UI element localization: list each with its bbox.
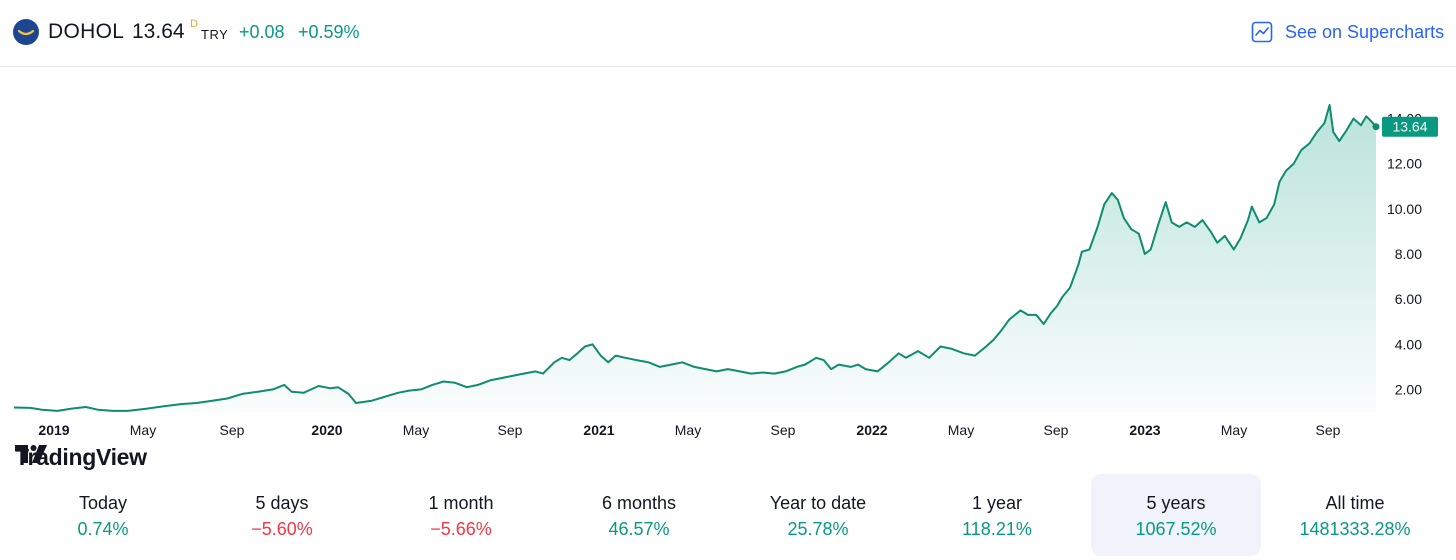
price-line [13, 104, 1377, 412]
period-6-months[interactable]: 6 months 46.57% [554, 474, 724, 556]
chart-line-icon [1251, 21, 1273, 43]
period-label: Today [78, 493, 128, 513]
period-all-time[interactable]: All time 1481333.28% [1270, 474, 1440, 556]
x-tick-label: May [1221, 422, 1247, 438]
x-tick-label: May [948, 422, 974, 438]
x-tick-label: May [675, 422, 701, 438]
x-tick-label: Sep [498, 422, 523, 438]
period-year-to-date[interactable]: Year to date 25.78% [733, 474, 903, 556]
period-label: 6 months [601, 493, 677, 513]
x-tick-label: May [130, 422, 156, 438]
last-price-marker: 13.64 [1382, 116, 1438, 137]
price-flag: D [190, 18, 198, 30]
y-tick-label: 6.00 [1395, 291, 1422, 307]
period-change-value: 46.57% [608, 519, 670, 539]
period-label: 5 years [1146, 493, 1206, 513]
y-tick-label: 2.00 [1395, 381, 1422, 397]
period-change-value: 0.74% [77, 519, 129, 539]
last-price-axis-label: 13.64 [1392, 119, 1427, 135]
y-tick-label: 4.00 [1395, 336, 1422, 352]
period-1-month[interactable]: 1 month −5.66% [376, 474, 546, 556]
x-tick-label: 2019 [38, 422, 69, 438]
x-tick-label: 2022 [856, 422, 887, 438]
period-change-value: −5.66% [430, 519, 492, 539]
x-tick-label: 2021 [583, 422, 614, 438]
period-label: 1 year [971, 493, 1023, 513]
see-on-supercharts-link[interactable]: See on Supercharts [1251, 20, 1444, 44]
last-price-dot [1372, 123, 1380, 131]
currency-label: TRY [201, 27, 229, 42]
period-label: 1 month [428, 493, 494, 513]
x-tick-label: Sep [220, 422, 245, 438]
x-tick-label: Sep [1044, 422, 1069, 438]
y-tick-label: 12.00 [1387, 156, 1422, 172]
period-5-years[interactable]: 5 years 1067.52% [1091, 474, 1261, 556]
period-change-value: 1481333.28% [1299, 519, 1411, 539]
y-tick-label: 8.00 [1395, 246, 1422, 262]
period-1-year[interactable]: 1 year 118.21% [912, 474, 1082, 556]
tradingview-logo-icon [15, 445, 47, 463]
period-label: All time [1325, 493, 1385, 513]
period-today[interactable]: Today 0.74% [18, 474, 188, 556]
period-change-value: 1067.52% [1135, 519, 1217, 539]
x-axis: 2019 May Sep 2020 May Sep 2021 May Sep 2022 May Sep… [38, 422, 1340, 438]
period-5-days[interactable]: 5 days −5.60% [197, 474, 367, 556]
tradingview-watermark[interactable]: TradingView [15, 444, 147, 471]
change-absolute: +0.08 [239, 22, 285, 42]
x-tick-label: May [403, 422, 429, 438]
x-tick-label: Sep [771, 422, 796, 438]
period-label: Year to date [769, 493, 867, 513]
price-area [14, 105, 1376, 412]
x-tick-label: 2023 [1129, 422, 1160, 438]
x-tick-label: Sep [1316, 422, 1341, 438]
company-logo-icon [13, 19, 39, 45]
period-change-value: 118.21% [962, 519, 1032, 539]
x-tick-label: 2020 [311, 422, 342, 438]
period-change-value: 25.78% [787, 519, 849, 539]
period-change-value: −5.60% [251, 519, 313, 539]
supercharts-label: See on Supercharts [1285, 21, 1445, 42]
y-tick-label: 10.00 [1387, 201, 1422, 217]
last-price: 13.64 [132, 20, 185, 43]
symbol-name[interactable]: DOHOL [48, 20, 125, 43]
period-label: 5 days [255, 493, 309, 513]
performance-periods: Today 0.74% 5 days −5.60% 1 month −5.66% 6 mon… [13, 474, 1443, 556]
change-percent: +0.59% [298, 22, 360, 42]
symbol-header: DOHOL 13.64 D TRY +0.08 +0.59% See on Su… [0, 0, 1456, 67]
